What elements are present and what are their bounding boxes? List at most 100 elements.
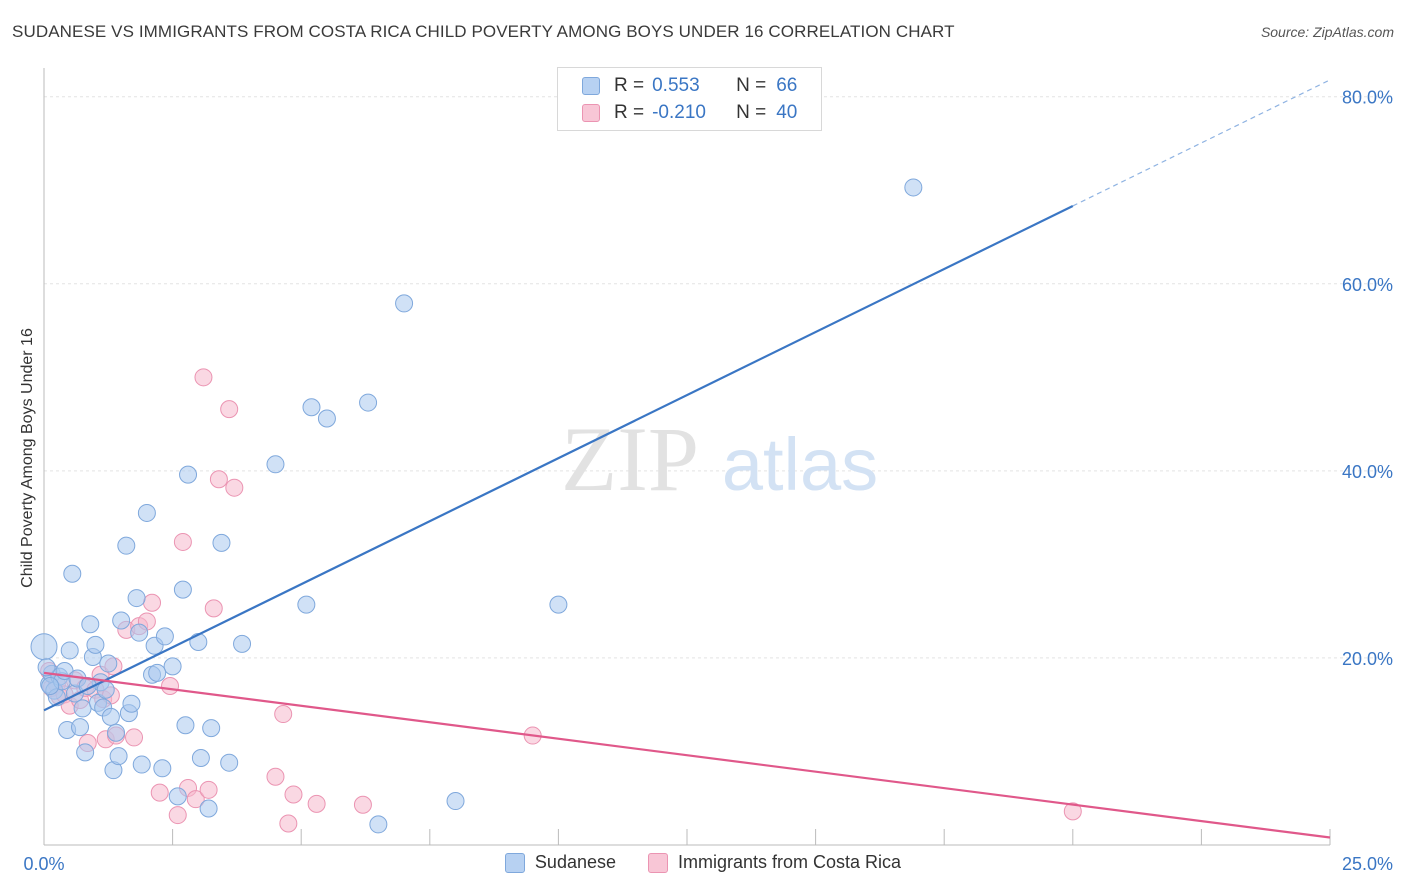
legend-swatch-costa-rica	[648, 852, 668, 873]
series-legend: Sudanese Immigrants from Costa Rica	[0, 852, 1406, 873]
trend-line-costa-rica	[43, 671, 1331, 839]
point-sudanese	[359, 393, 378, 412]
y-tick-label: 20.0%	[1342, 649, 1393, 669]
point-sudanese	[176, 716, 195, 735]
point-sudanese	[904, 178, 923, 197]
point-sudanese	[369, 815, 388, 834]
point-sudanese	[112, 611, 131, 630]
point-sudanese	[191, 749, 210, 768]
x-tick-label: 25.0%	[1342, 854, 1393, 874]
point-costa-rica	[353, 795, 372, 814]
point-costa-rica	[173, 532, 192, 551]
point-sudanese	[199, 799, 218, 818]
point-sudanese	[137, 503, 156, 522]
point-costa-rica	[1063, 802, 1082, 821]
point-costa-rica	[186, 790, 205, 809]
legend-label-costa-rica: Immigrants from Costa Rica	[678, 852, 902, 872]
point-costa-rica	[199, 780, 218, 799]
point-costa-rica	[204, 599, 223, 618]
legend-swatch-costa-rica	[582, 104, 600, 122]
correlation-legend: R = 0.553 N = 66 R = -0.210 N = 40	[557, 67, 822, 131]
point-costa-rica	[161, 676, 180, 695]
point-costa-rica	[220, 400, 239, 419]
point-sudanese	[86, 635, 105, 654]
point-costa-rica	[274, 705, 293, 724]
point-sudanese	[127, 589, 146, 608]
tick-labels: 20.0% 40.0% 60.0% 80.0% 0.0% 25.0%	[23, 88, 1393, 874]
point-sudanese	[117, 536, 136, 555]
watermark: ZIP atlas	[561, 408, 878, 510]
point-sudanese	[122, 694, 141, 713]
series-sudanese-points	[30, 178, 923, 834]
legend-n-label: N =	[736, 102, 767, 123]
point-sudanese	[173, 580, 192, 599]
y-tick-label: 40.0%	[1342, 462, 1393, 482]
point-costa-rica	[209, 470, 228, 489]
point-costa-rica	[143, 593, 162, 612]
point-sudanese	[30, 633, 58, 661]
point-sudanese	[37, 658, 56, 677]
legend-item-sudanese: Sudanese	[504, 852, 616, 873]
axes	[43, 68, 1331, 846]
point-sudanese	[60, 641, 79, 660]
point-costa-rica	[225, 478, 244, 497]
point-sudanese	[395, 294, 414, 313]
point-sudanese	[212, 533, 231, 552]
source-label: Source: ZipAtlas.com	[1260, 24, 1394, 40]
point-sudanese	[109, 747, 128, 766]
legend-label-sudanese: Sudanese	[534, 852, 616, 872]
y-tick-label: 60.0%	[1342, 275, 1393, 295]
point-sudanese	[179, 465, 198, 484]
x-tick-label: 0.0%	[23, 854, 64, 874]
point-sudanese	[297, 595, 316, 614]
point-costa-rica	[125, 728, 144, 747]
point-costa-rica	[307, 794, 326, 813]
point-sudanese	[148, 663, 167, 682]
point-costa-rica	[279, 814, 298, 833]
y-axis-label: Child Poverty Among Boys Under 16	[19, 328, 36, 588]
point-costa-rica	[194, 368, 213, 387]
point-sudanese	[317, 409, 336, 428]
point-sudanese	[549, 595, 568, 614]
point-costa-rica	[168, 806, 187, 825]
chart-title: SUDANESE VS IMMIGRANTS FROM COSTA RICA C…	[12, 22, 955, 41]
point-sudanese	[99, 654, 118, 673]
point-sudanese	[130, 623, 149, 642]
legend-swatch-sudanese	[582, 77, 600, 95]
point-sudanese	[233, 634, 252, 653]
legend-r-label: R =	[614, 75, 645, 96]
point-sudanese	[76, 743, 95, 762]
trend-lines	[43, 79, 1331, 839]
point-sudanese	[446, 792, 465, 811]
legend-row-sudanese: R = 0.553 N = 66	[582, 74, 797, 98]
point-sudanese	[202, 719, 221, 738]
legend-n-label: N =	[736, 75, 767, 96]
watermark-zip: ZIP	[561, 408, 699, 510]
point-sudanese	[189, 633, 208, 652]
point-sudanese	[132, 755, 151, 774]
legend-r-label: R =	[614, 102, 645, 123]
legend-r-value: -0.210	[652, 102, 706, 123]
watermark-atlas: atlas	[722, 423, 878, 506]
legend-n-value: 40	[776, 102, 798, 123]
legend-n-value: 66	[776, 75, 798, 96]
point-sudanese	[107, 723, 126, 742]
grid-lines	[44, 96, 1392, 659]
legend-r-value: 0.553	[652, 75, 700, 96]
point-sudanese	[168, 787, 187, 806]
point-costa-rica	[284, 785, 303, 804]
point-sudanese	[220, 753, 239, 772]
point-sudanese	[63, 564, 82, 583]
trend-line-sudanese	[43, 204, 1074, 712]
trend-line-sudanese-extension	[1072, 79, 1331, 207]
point-costa-rica	[150, 783, 169, 802]
y-tick-label: 80.0%	[1342, 88, 1393, 108]
point-sudanese	[266, 455, 285, 474]
point-costa-rica	[266, 767, 285, 786]
legend-row-costa-rica: R = -0.210 N = 40	[582, 101, 797, 125]
point-sudanese	[101, 707, 120, 726]
point-sudanese	[155, 627, 174, 646]
point-sudanese	[163, 657, 182, 676]
point-sudanese	[302, 398, 321, 417]
